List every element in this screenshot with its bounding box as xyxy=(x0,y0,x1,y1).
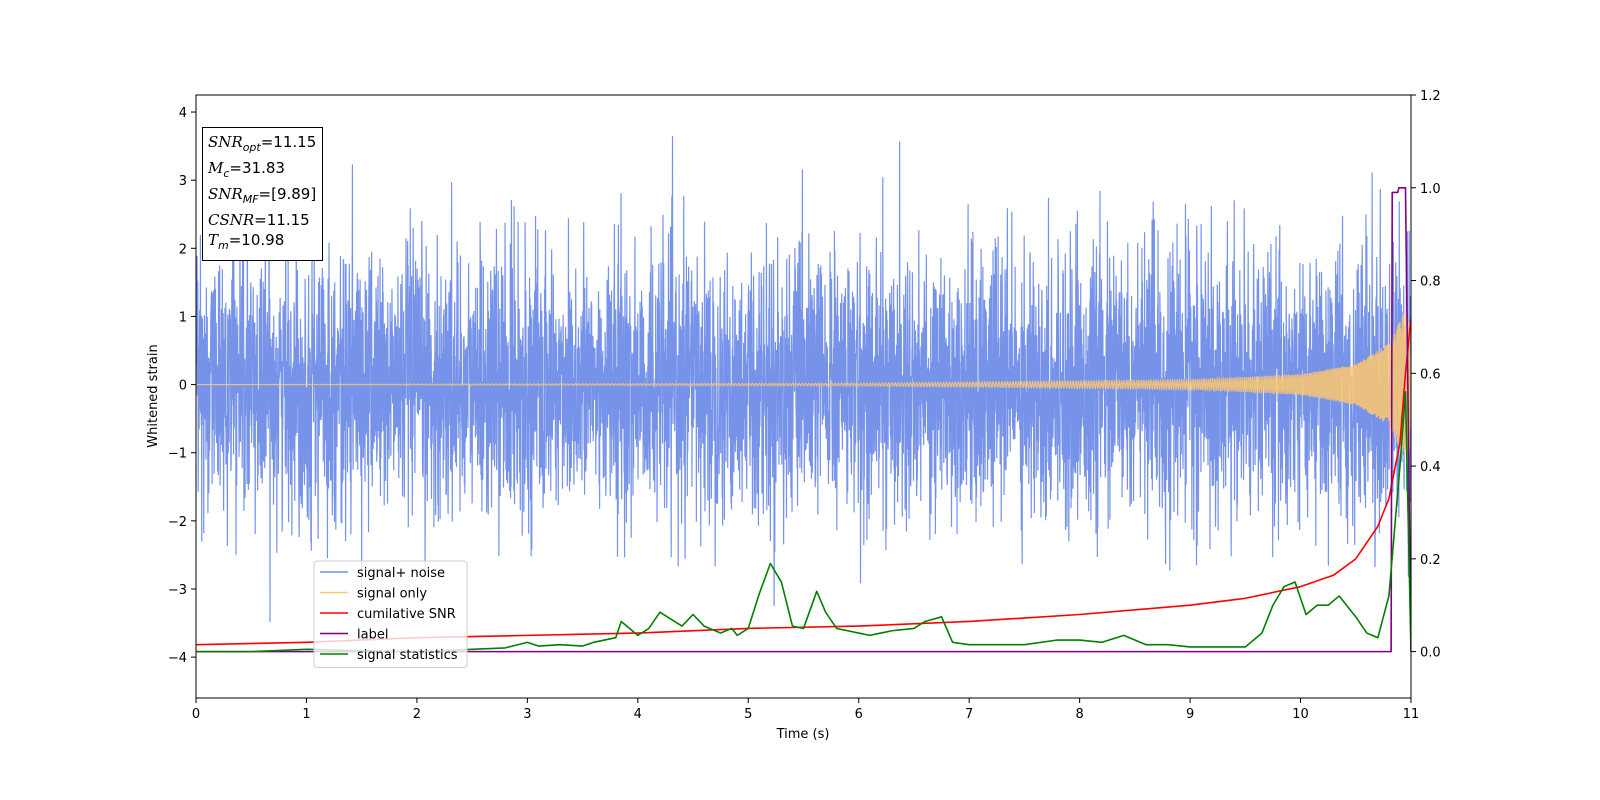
stats-annotation-line: CSNR=11.15 xyxy=(208,210,316,230)
y-left-tick-label: 2 xyxy=(179,242,187,257)
stats-subscript: opt xyxy=(242,141,261,154)
legend: signal+ noise signal only cumilative SNR la… xyxy=(313,560,468,668)
stats-value: =[9.89] xyxy=(258,185,317,203)
stats-annotation-line: SNRopt=11.15 xyxy=(208,132,316,158)
stats-annotation-line: SNRMF=[9.89] xyxy=(208,184,316,210)
x-tick-label: 3 xyxy=(523,707,531,722)
y-right-tick-label: 0.6 xyxy=(1420,367,1441,382)
x-tick-label: 0 xyxy=(192,707,200,722)
stats-annotation-lines: SNRopt=11.15 Mc=31.83 SNRMF=[9.89] CSNR=11.… xyxy=(208,132,316,256)
stats-annotation-line: Tm=10.98 xyxy=(208,230,316,256)
series-cumulative-snr-line xyxy=(196,317,1411,646)
series-signal-noise-line xyxy=(196,136,1411,622)
y-axis-label: Whitened strain xyxy=(146,344,161,447)
x-tick-label: 9 xyxy=(1186,707,1194,722)
x-axis-label: Time (s) xyxy=(776,727,830,742)
stats-symbol: CSNR xyxy=(208,211,255,229)
y-right-tick-label: 1.0 xyxy=(1420,182,1441,197)
y-right-tick-label: 0.2 xyxy=(1420,553,1441,568)
x-tick-label: 8 xyxy=(1075,707,1083,722)
stats-value: =10.98 xyxy=(228,231,285,249)
y-right-tick-label: 1.2 xyxy=(1420,89,1441,104)
y-left-tick-label: −1 xyxy=(168,447,187,462)
y-left-tick-label: 3 xyxy=(179,174,187,189)
x-tick-label: 10 xyxy=(1292,707,1309,722)
y-left-tick-label: −4 xyxy=(168,651,187,666)
x-tick-label: 6 xyxy=(855,707,863,722)
y-left-tick-label: 4 xyxy=(179,106,187,121)
y-left-tick-label: 0 xyxy=(179,379,187,394)
y-right-tick-label: 0.8 xyxy=(1420,275,1441,290)
legend-label: cumilative SNR xyxy=(357,607,456,622)
stats-value: =11.15 xyxy=(260,133,317,151)
y-left-tick-label: −3 xyxy=(168,583,187,598)
x-tick-label: 1 xyxy=(302,707,310,722)
stats-value: =31.83 xyxy=(229,159,285,177)
legend-box xyxy=(313,560,468,668)
stats-symbol: SNR xyxy=(208,133,243,151)
y-left-tick-label: 1 xyxy=(179,310,187,325)
axes-layer: 0 1 2 3 4 5 6 7 8 9 10 1143210−1−2−3−41.21.00.80.60… xyxy=(168,89,1441,722)
legend-label: label xyxy=(357,628,388,643)
stats-symbol: M xyxy=(208,159,224,177)
stats-subscript: MF xyxy=(242,193,259,206)
legend-label: signal+ noise xyxy=(357,566,445,581)
legend-label: signal statistics xyxy=(357,648,458,663)
legend-label: signal only xyxy=(357,587,427,602)
series-signal-only-line xyxy=(196,312,1411,458)
stats-subscript: m xyxy=(218,239,229,252)
x-tick-label: 5 xyxy=(744,707,752,722)
x-tick-label: 11 xyxy=(1403,707,1420,722)
y-right-tick-label: 0.4 xyxy=(1420,460,1441,475)
y-right-tick-label: 0.0 xyxy=(1420,646,1441,661)
stats-symbol: SNR xyxy=(208,185,243,203)
stats-value: =11.15 xyxy=(254,211,310,229)
series-layer xyxy=(196,136,1411,653)
x-tick-label: 4 xyxy=(634,707,642,722)
series-signal-statistics-line xyxy=(196,391,1411,653)
stats-annotation-box: SNRopt=11.15 Mc=31.83 SNRMF=[9.89] CSNR=11.… xyxy=(202,127,324,261)
stats-subscript: c xyxy=(223,167,230,180)
stats-annotation-line: Mc=31.83 xyxy=(208,158,316,184)
x-tick-label: 2 xyxy=(413,707,421,722)
plot-area-frame xyxy=(195,94,1412,699)
x-tick-label: 7 xyxy=(965,707,973,722)
stats-symbol: T xyxy=(208,231,219,249)
y-left-tick-label: −2 xyxy=(168,515,187,530)
